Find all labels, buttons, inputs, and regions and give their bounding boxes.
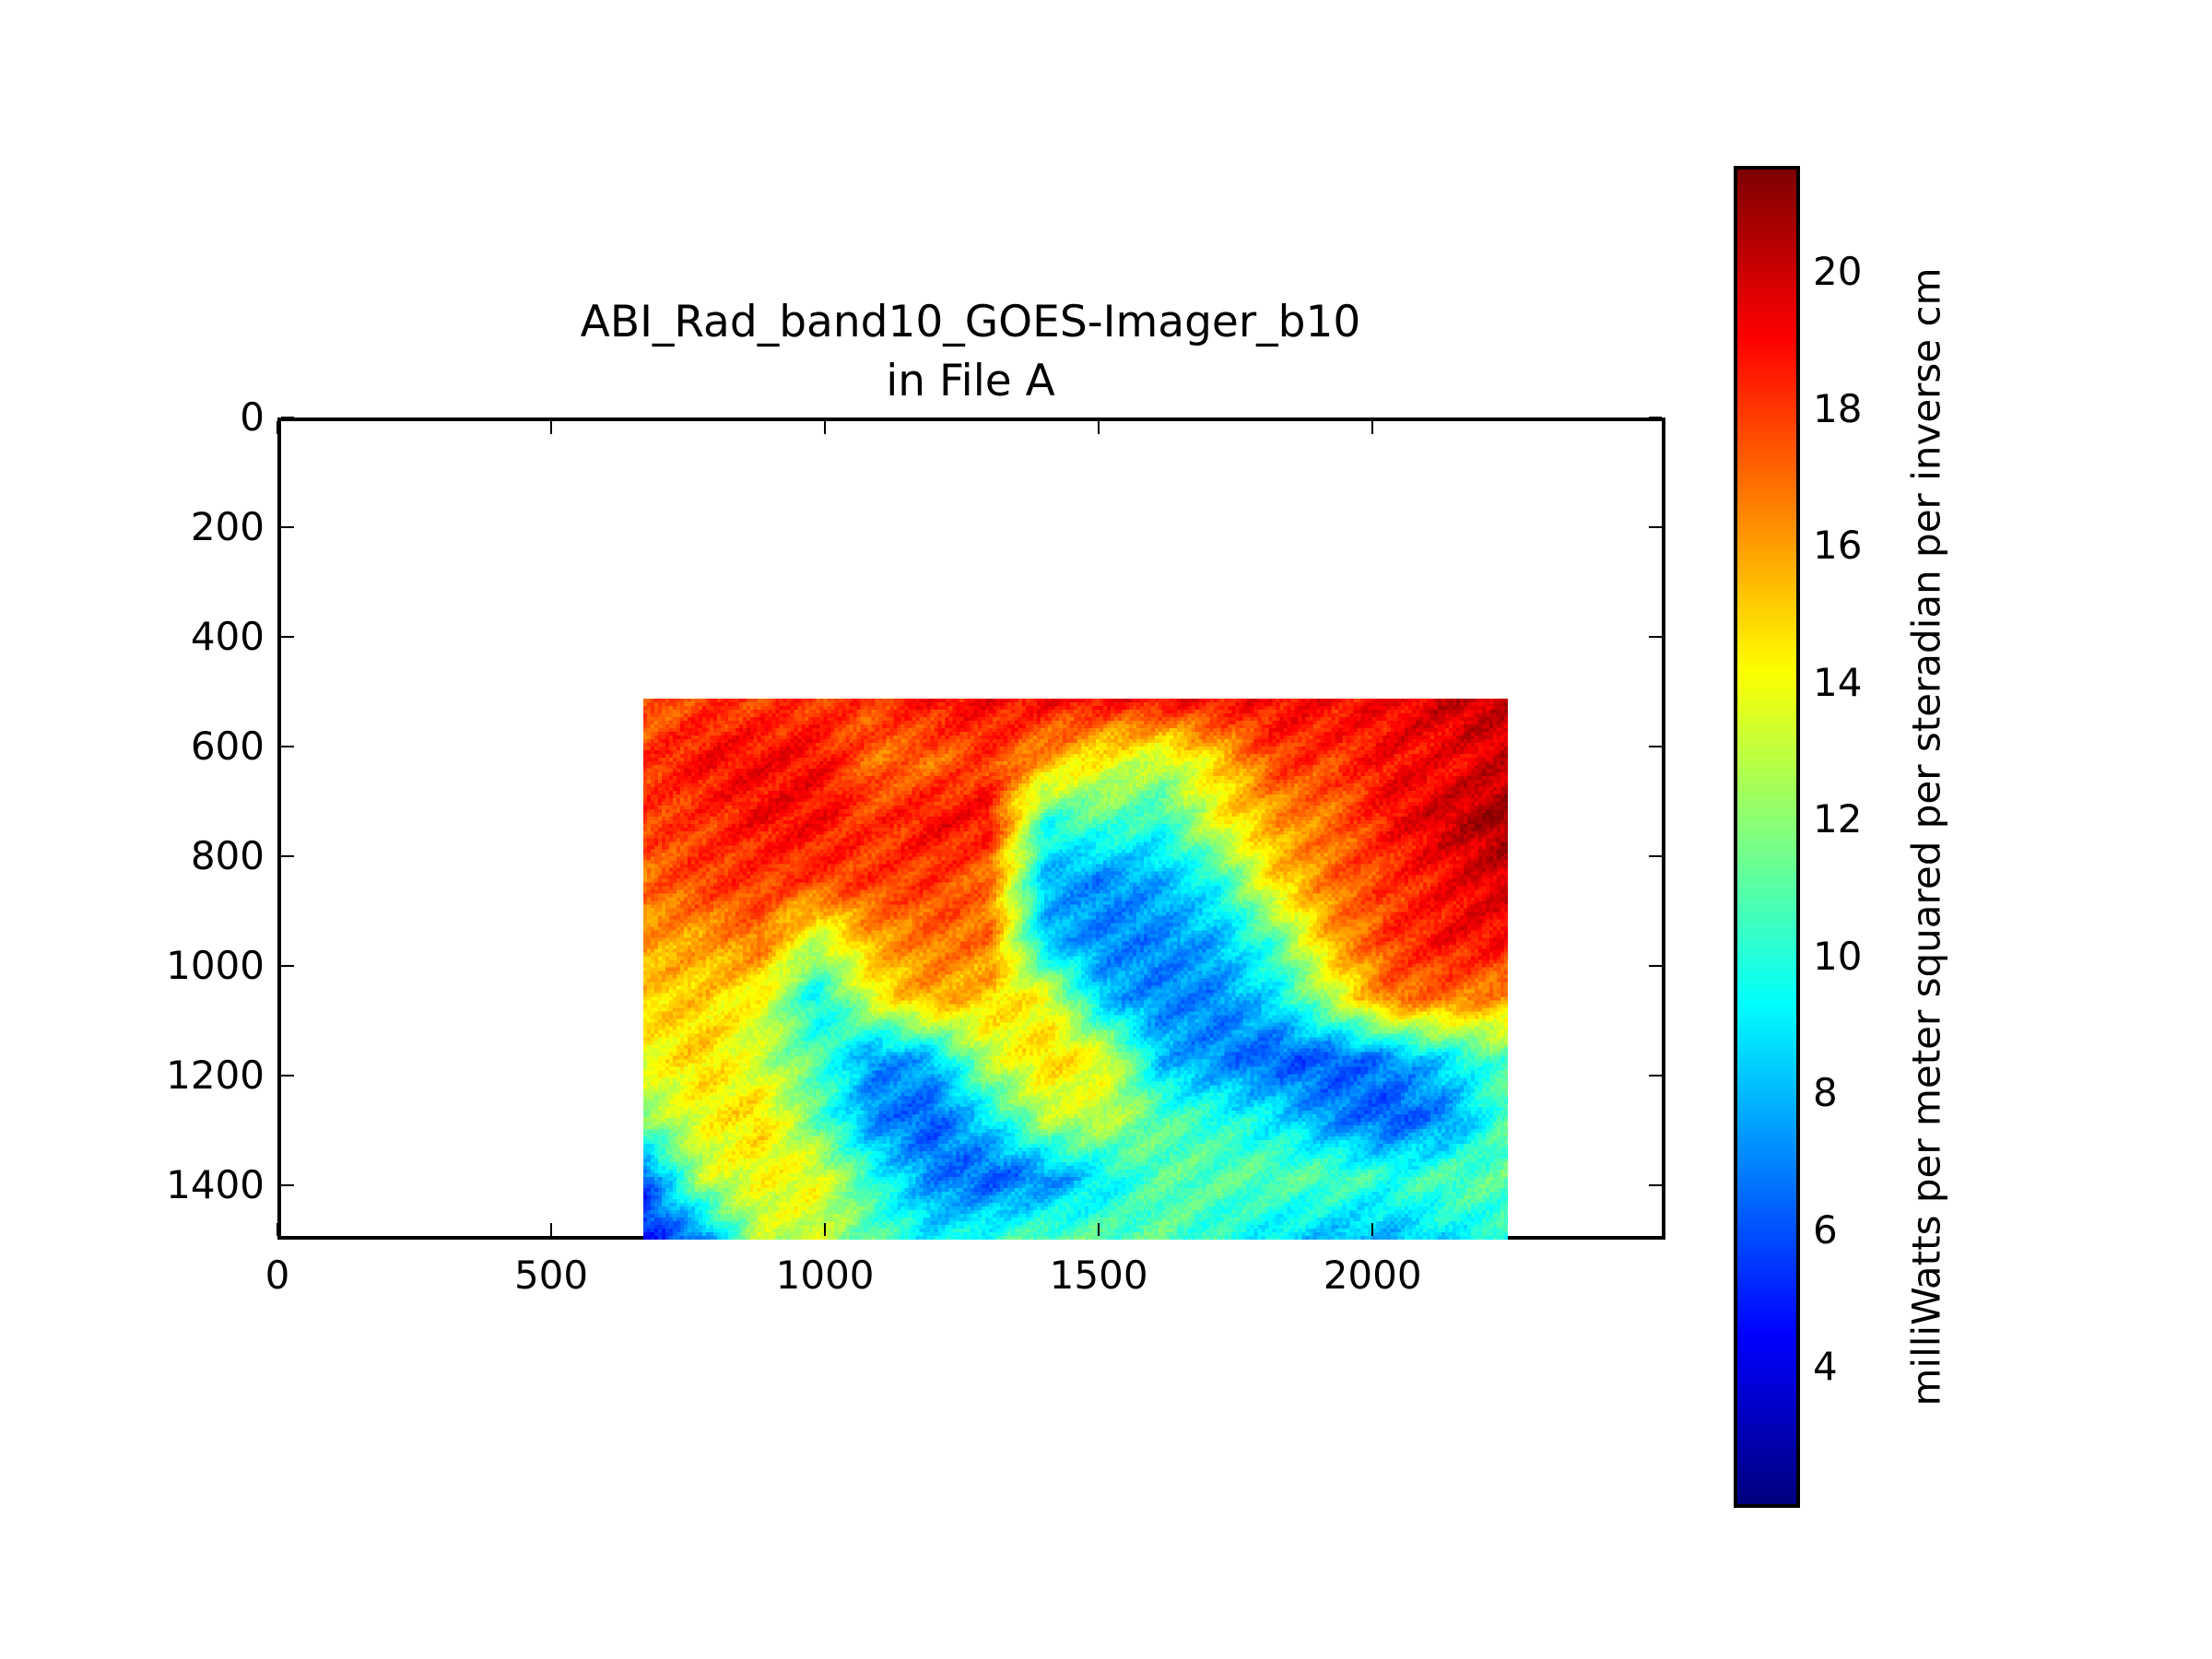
y-tick-mark [281, 635, 294, 638]
y-tick-mark-right [1649, 417, 1662, 418]
x-tick-mark [1098, 1223, 1100, 1236]
colorbar-tick-label: 10 [1813, 933, 1863, 979]
title-line-2: in File A [886, 356, 1055, 406]
y-tick-mark-right [1649, 964, 1662, 967]
y-tick-mark-right [1649, 525, 1662, 528]
y-tick-label: 1200 [166, 1052, 265, 1098]
y-tick-mark [281, 417, 294, 418]
colorbar [1734, 166, 1800, 1508]
x-tick-mark-top [1371, 421, 1374, 434]
x-tick-mark [824, 1223, 827, 1236]
x-tick-label: 1500 [1049, 1253, 1148, 1298]
colorbar-tick-label: 4 [1813, 1344, 1838, 1390]
y-tick-label: 1000 [166, 942, 265, 988]
x-tick-mark [276, 1223, 278, 1236]
colorbar-tick-label: 18 [1813, 385, 1863, 431]
y-tick-mark [281, 525, 294, 528]
y-tick-mark [281, 964, 294, 967]
plot-axes [277, 418, 1665, 1240]
x-tick-mark-top [824, 421, 827, 434]
x-tick-mark [1371, 1223, 1374, 1236]
y-tick-mark [281, 1074, 294, 1077]
colorbar-tick-label: 16 [1813, 523, 1863, 569]
y-tick-mark [281, 1183, 294, 1186]
y-tick-mark [281, 745, 294, 747]
heatmap-image [642, 699, 1508, 1240]
y-tick-label: 0 [240, 394, 265, 440]
x-tick-label: 2000 [1323, 1253, 1422, 1298]
y-tick-mark-right [1649, 635, 1662, 638]
y-tick-mark-right [1649, 1183, 1662, 1186]
x-tick-label: 0 [265, 1253, 290, 1298]
chart-title: ABI_Rad_band10_GOES-Imager_b10 in File A [276, 293, 1665, 411]
x-tick-mark-top [550, 421, 553, 434]
x-tick-label: 500 [513, 1253, 589, 1298]
y-tick-label: 400 [190, 613, 265, 659]
x-tick-mark [550, 1223, 553, 1236]
colorbar-tick-label: 8 [1813, 1070, 1838, 1116]
x-tick-mark-top [1098, 421, 1100, 434]
title-line-1: ABI_Rad_band10_GOES-Imager_b10 [580, 297, 1361, 347]
colorbar-tick-label: 14 [1813, 659, 1863, 705]
y-tick-mark-right [1649, 1074, 1662, 1077]
colorbar-tick-label: 20 [1813, 249, 1863, 295]
y-tick-label: 800 [190, 832, 265, 878]
x-tick-mark-top [276, 421, 278, 434]
colorbar-gradient [1737, 170, 1796, 1504]
y-tick-label: 600 [190, 723, 265, 769]
x-tick-label: 1000 [775, 1253, 875, 1298]
y-tick-mark-right [1649, 854, 1662, 857]
y-tick-label: 200 [190, 503, 265, 549]
y-tick-label: 1400 [166, 1161, 265, 1207]
colorbar-label: milliWatts per meter squared per steradi… [1903, 267, 1949, 1406]
y-tick-mark [281, 854, 294, 857]
colorbar-tick-label: 12 [1813, 796, 1863, 842]
colorbar-tick-label: 6 [1813, 1206, 1838, 1253]
y-tick-mark-right [1649, 745, 1662, 747]
